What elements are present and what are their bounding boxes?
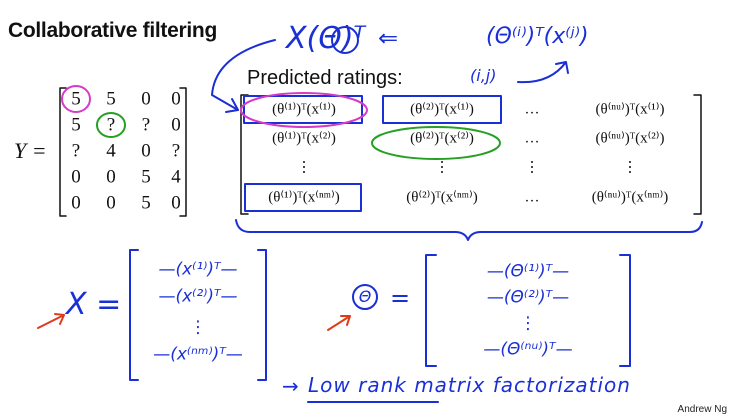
- matrix-entry: ?: [71, 140, 81, 162]
- matrix-entry: 0: [171, 114, 181, 136]
- matrix-row: —(Θ⁽ⁿᵘ⁾)ᵀ—: [483, 339, 573, 360]
- circle: [352, 284, 378, 310]
- matrix-entry: (θ⁽ⁿᵘ⁾)ᵀ(x⁽²⁾): [595, 130, 665, 147]
- matrix-entry: ⋮: [434, 159, 450, 176]
- matrix-label: Y =: [14, 138, 47, 163]
- highlight: [371, 126, 501, 160]
- matrix-entry: 0: [71, 192, 81, 214]
- matrix-entry: 5: [106, 88, 116, 110]
- matrix-row: —(Θ⁽¹⁾)ᵀ—: [486, 261, 570, 282]
- brace: [235, 219, 703, 241]
- highlight: [61, 85, 91, 113]
- matrix-entry: …: [524, 189, 540, 206]
- matrix-entry: (θ⁽¹⁾)ᵀ(x⁽¹⁾): [272, 101, 336, 118]
- circle: [331, 26, 359, 54]
- matrix-row: ⋮: [189, 317, 207, 338]
- matrix-entry: 0: [106, 166, 116, 188]
- annotation: X(Θ)ᵀ: [286, 21, 366, 56]
- arrow: [211, 39, 276, 111]
- bracket: [129, 249, 267, 381]
- credit: Andrew Ng: [677, 404, 727, 415]
- box: [382, 95, 502, 124]
- section-title: Predicted ratings:: [247, 67, 403, 89]
- highlight: [240, 92, 368, 128]
- bracket: [59, 87, 187, 217]
- matrix-entry: 5: [71, 114, 81, 136]
- matrix-entry: ⋮: [296, 159, 312, 176]
- matrix-entry: 5: [141, 192, 151, 214]
- matrix-entry: 0: [71, 166, 81, 188]
- matrix-row: —(x⁽¹⁾)ᵀ—: [158, 259, 238, 280]
- arrow-text: →: [282, 374, 299, 398]
- theta-symbol: Θ: [358, 287, 372, 306]
- matrix-entry: (θ⁽ⁿᵘ⁾)ᵀ(x⁽ⁿᵐ⁾): [591, 189, 669, 206]
- matrix-entry: 0: [141, 140, 151, 162]
- matrix-entry: ⋮: [524, 159, 540, 176]
- conclusion: Low rank matrix factorization: [308, 373, 631, 397]
- matrix-entry: 5: [71, 88, 81, 110]
- matrix-entry: 4: [171, 166, 181, 188]
- annotation: (Θ⁽ⁱ⁾)ᵀ(x⁽ʲ⁾): [486, 24, 589, 49]
- arrow: [37, 313, 65, 329]
- bracket: [425, 254, 631, 367]
- box: [244, 183, 362, 212]
- matrix-entry: 0: [171, 192, 181, 214]
- matrix-entry: ?: [171, 140, 181, 162]
- matrix-row: —(x⁽²⁾)ᵀ—: [158, 286, 238, 307]
- matrix-entry: ⋮: [622, 159, 638, 176]
- title: Collaborative filtering: [8, 19, 217, 42]
- matrix-row: —(x⁽ⁿᵐ⁾)ᵀ—: [153, 344, 243, 365]
- matrix-entry: ?: [106, 114, 116, 136]
- matrix-entry: (θ⁽¹⁾)ᵀ(x⁽²⁾): [272, 130, 336, 147]
- highlight: [96, 112, 126, 138]
- matrix-entry: 0: [171, 88, 181, 110]
- matrix-entry: (θ⁽²⁾)ᵀ(x⁽¹⁾): [410, 101, 474, 118]
- arrow: [225, 98, 239, 113]
- arrow: [327, 315, 351, 331]
- matrix-entry: (θ⁽¹⁾)ᵀ(x⁽ⁿᵐ⁾): [268, 189, 340, 206]
- matrix-entry: (θ⁽²⁾)ᵀ(x⁽ⁿᵐ⁾): [406, 189, 478, 206]
- matrix-row: —(Θ⁽²⁾)ᵀ—: [486, 287, 570, 308]
- matrix-entry: …: [524, 130, 540, 147]
- matrix-row: ⋮: [519, 313, 537, 334]
- box: [243, 95, 363, 124]
- matrix-entry: 0: [141, 88, 151, 110]
- matrix-entry: …: [524, 101, 540, 118]
- arrow: [517, 61, 569, 84]
- equals: =: [389, 284, 411, 312]
- matrix-entry: (θ⁽ⁿᵘ⁾)ᵀ(x⁽¹⁾): [595, 101, 665, 118]
- matrix-entry: ?: [141, 114, 151, 136]
- annotation: (i,j): [470, 66, 497, 85]
- annotation: ⇐: [378, 24, 399, 52]
- matrix-entry: 0: [106, 192, 116, 214]
- matrix-label: X =: [66, 287, 122, 322]
- matrix-entry: 5: [141, 166, 151, 188]
- matrix-entry: 4: [106, 140, 116, 162]
- matrix-entry: (θ⁽²⁾)ᵀ(x⁽²⁾): [410, 130, 474, 147]
